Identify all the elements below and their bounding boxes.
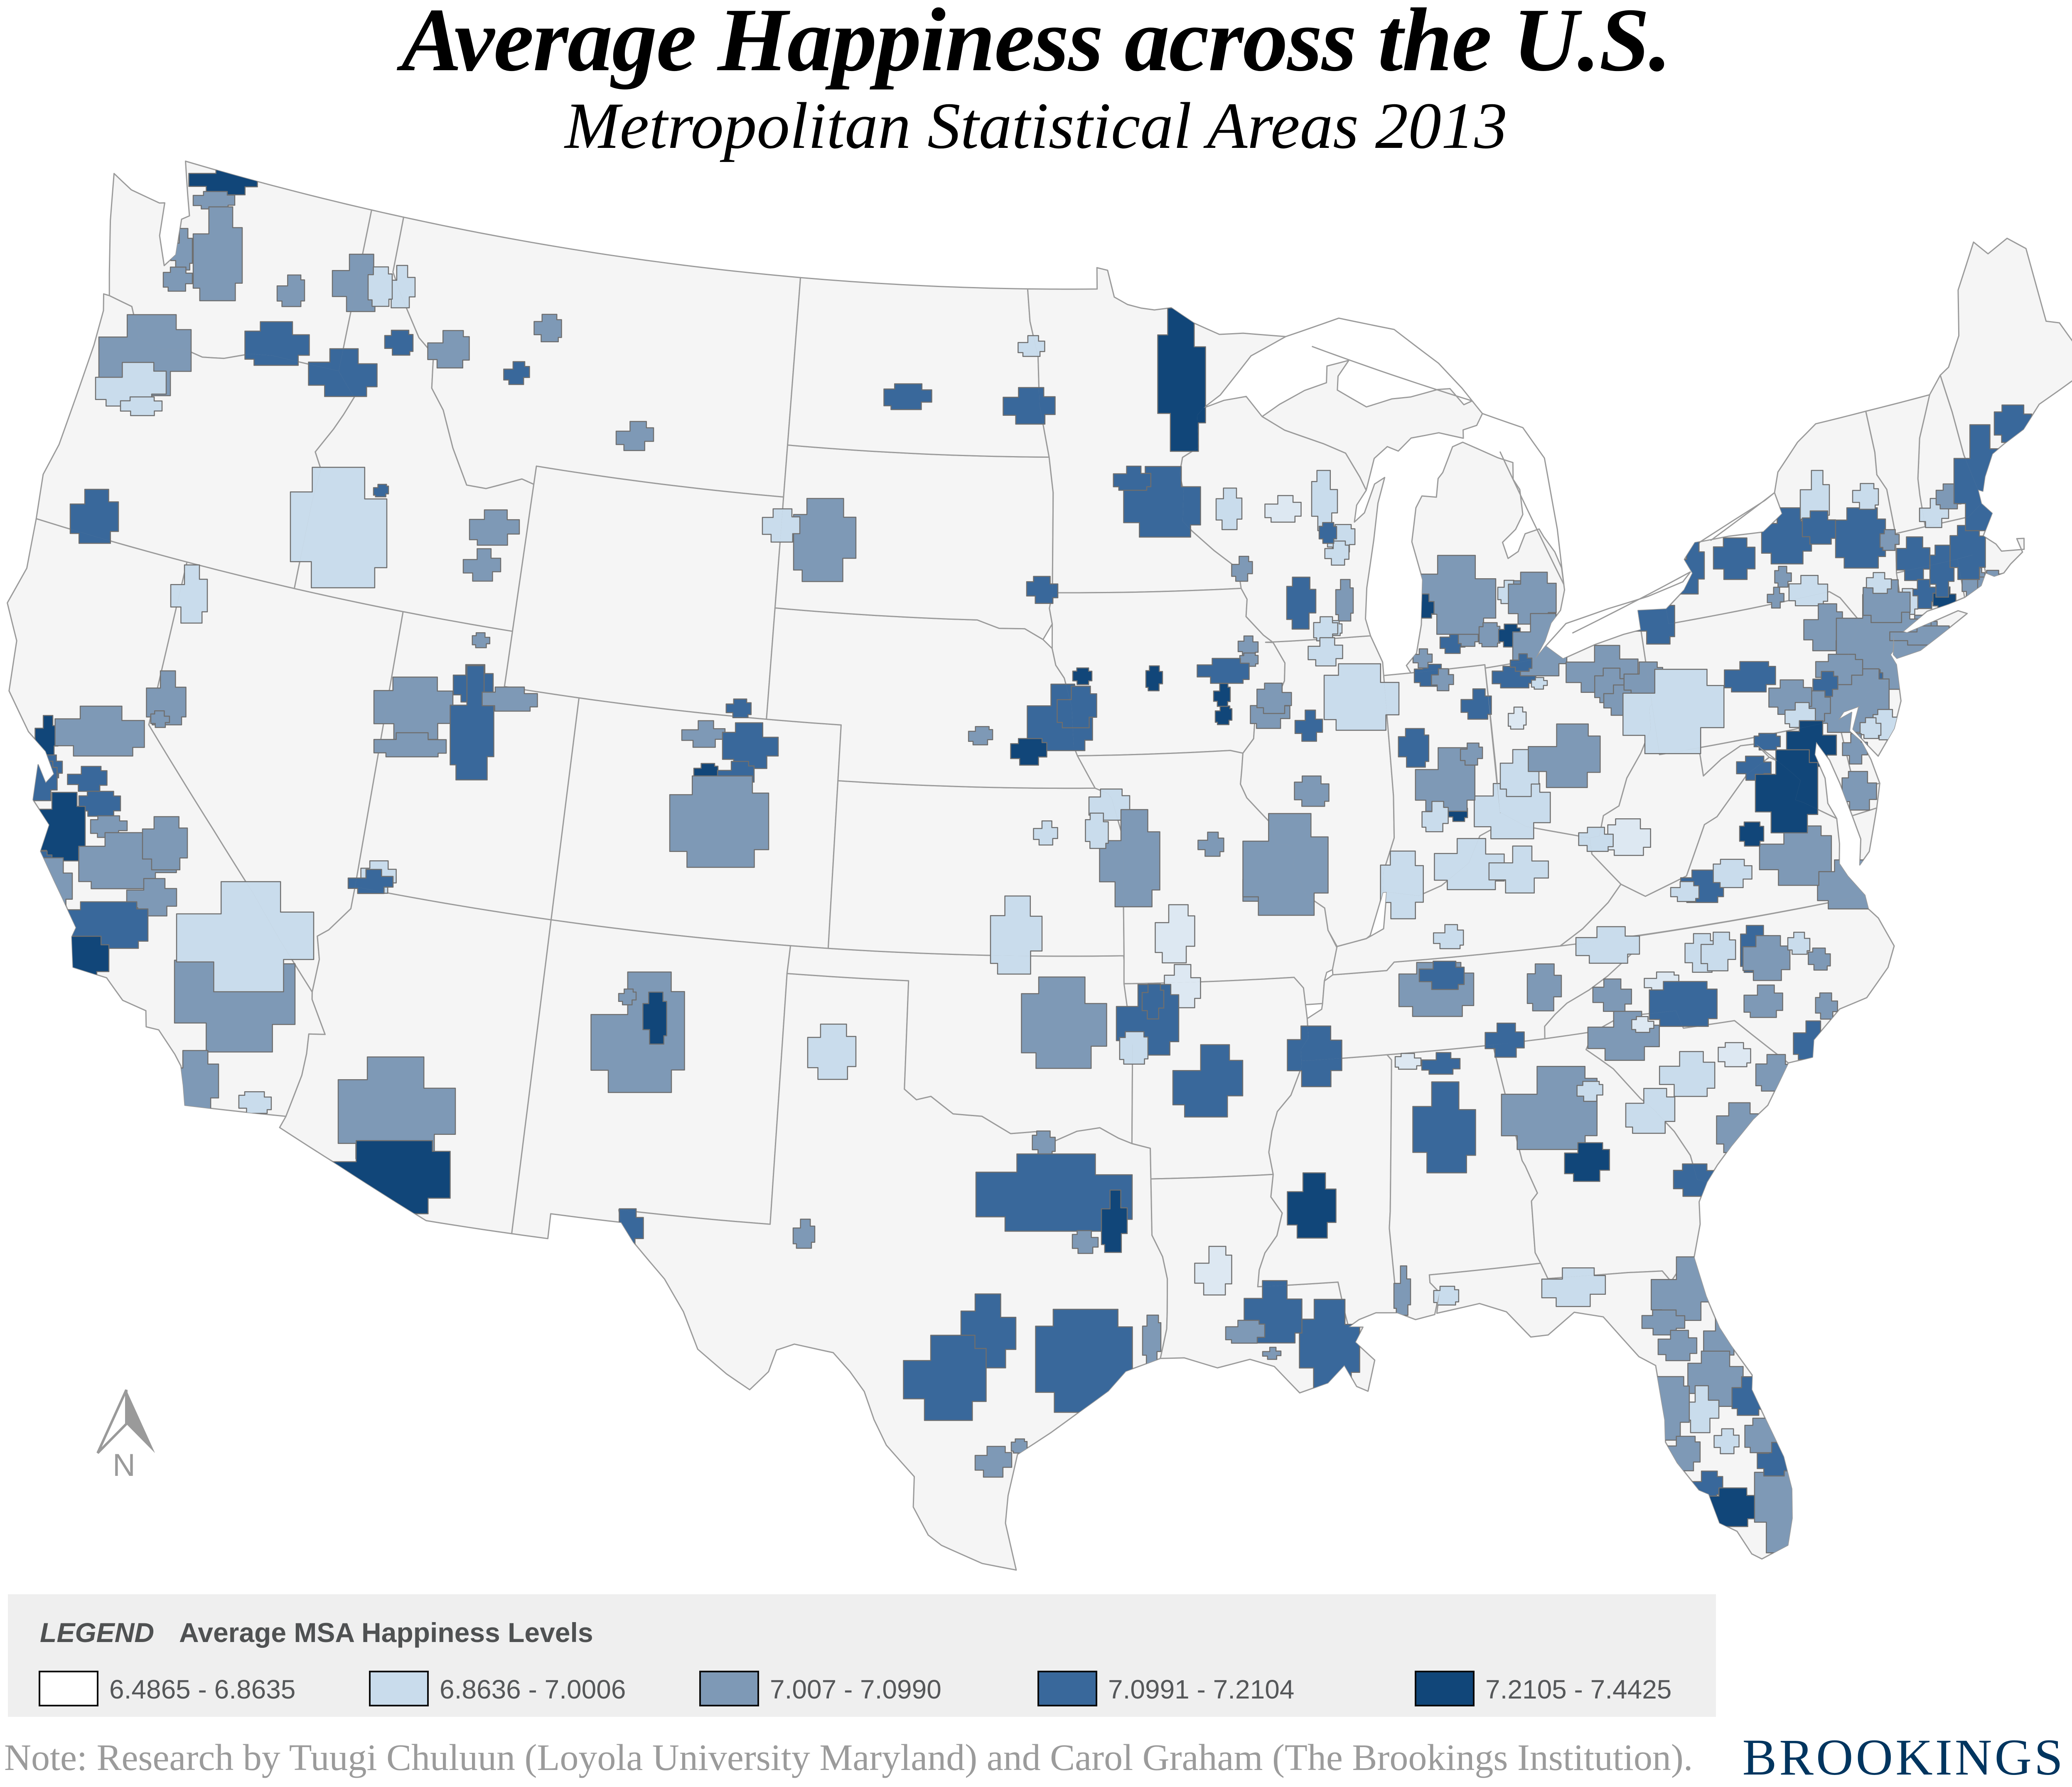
svg-text:N: N: [113, 1448, 135, 1483]
